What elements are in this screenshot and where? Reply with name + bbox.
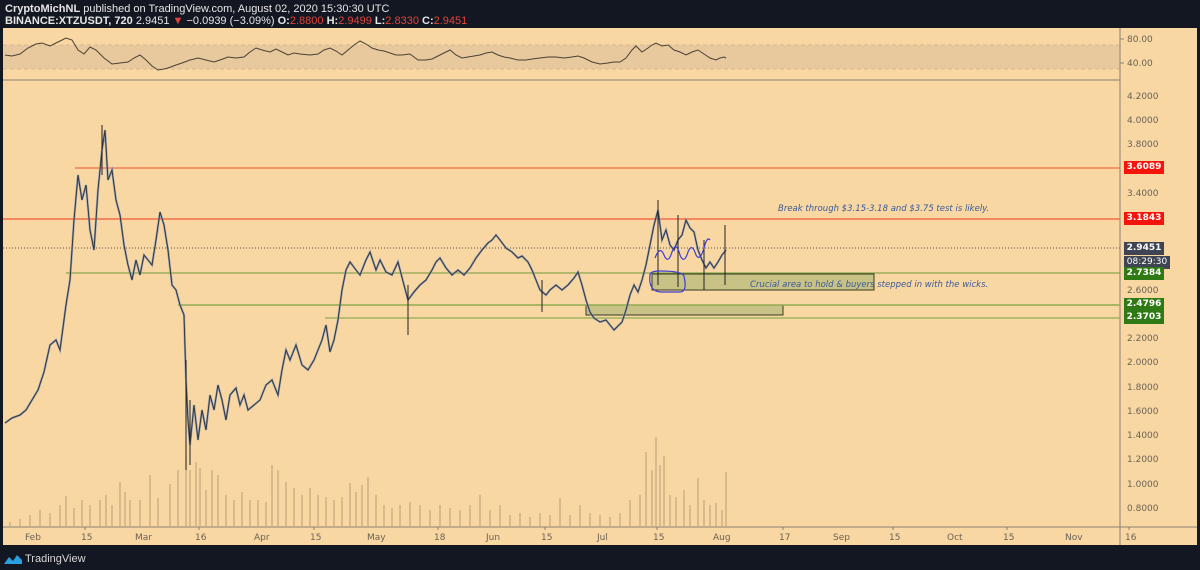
symbol-label[interactable]: BINANCE:XTZUSDT, 720 [5, 15, 133, 27]
annotation-breakout[interactable]: Break through $3.15-3.18 and $3.75 test … [778, 204, 990, 214]
squiggle-marker [654, 238, 711, 260]
rsi-axis: 80.00 40.00 [1120, 35, 1153, 69]
price-axis[interactable]: 4.2000 4.0000 3.8000 3.4000 2.6000 2.200… [1127, 92, 1159, 514]
open-value: 2.8800 [289, 15, 324, 27]
price-tag-r2: 3.1843 [1124, 212, 1164, 225]
svg-text:Feb: Feb [25, 533, 41, 543]
svg-text:3.4000: 3.4000 [1127, 189, 1159, 199]
support-zone-lower[interactable] [585, 304, 784, 316]
svg-text:1.2000: 1.2000 [1127, 455, 1159, 465]
time-ticks [84, 527, 1130, 530]
svg-text:3.8000: 3.8000 [1127, 140, 1159, 150]
svg-text:2.0000: 2.0000 [1127, 358, 1159, 368]
svg-text:Apr: Apr [254, 533, 270, 543]
symbol-info: BINANCE:XTZUSDT, 720 2.9451 ▼ −0.0939 (−… [5, 15, 467, 27]
support-zone-upper[interactable] [651, 273, 875, 291]
svg-text:1.4000: 1.4000 [1127, 431, 1159, 441]
svg-text:15: 15 [1003, 533, 1014, 543]
svg-text:1.6000: 1.6000 [1127, 407, 1159, 417]
svg-text:15: 15 [81, 533, 92, 543]
svg-text:17: 17 [779, 533, 790, 543]
svg-text:Jul: Jul [596, 533, 608, 543]
down-arrow-icon: ▼ [172, 15, 184, 27]
close-value: 2.9451 [433, 15, 468, 27]
price-tag-r1: 3.6089 [1124, 161, 1164, 174]
high-label: H: [326, 15, 339, 27]
rsi-band [3, 45, 1120, 69]
hand-drawn-markers [649, 238, 711, 293]
rsi-pane [3, 37, 1120, 71]
price-change: −0.0939 (−3.09%) [186, 15, 275, 27]
published-text: published on TradingView.com, August 02,… [80, 3, 390, 15]
annotation-support[interactable]: Crucial area to hold & buyers stepped in… [750, 280, 989, 290]
price-tag-s3: 2.3703 [1124, 311, 1164, 324]
svg-text:Nov: Nov [1065, 533, 1083, 543]
candle-countdown: 08:29:30 [1124, 256, 1170, 269]
svg-text:4.0000: 4.0000 [1127, 116, 1159, 126]
close-label: C: [422, 15, 434, 27]
svg-text:16: 16 [1125, 533, 1137, 543]
svg-text:Mar: Mar [135, 533, 152, 543]
author-name[interactable]: CryptoMichNL [5, 3, 81, 15]
circle-marker [649, 270, 686, 293]
price-tag-s1: 2.7384 [1124, 267, 1164, 280]
svg-text:Aug: Aug [713, 533, 731, 543]
svg-text:15: 15 [889, 533, 900, 543]
svg-text:Sep: Sep [833, 533, 850, 543]
svg-text:80.00: 80.00 [1127, 35, 1153, 45]
svg-text:Jun: Jun [485, 533, 500, 543]
svg-text:Oct: Oct [947, 533, 963, 543]
price-tag-s2: 2.4796 [1124, 298, 1164, 311]
svg-text:2.2000: 2.2000 [1127, 334, 1159, 344]
publish-info: CryptoMichNL published on TradingView.co… [5, 3, 389, 15]
high-value: 2.9499 [338, 15, 372, 27]
svg-text:15: 15 [310, 533, 321, 543]
low-value: 2.8330 [385, 15, 419, 27]
svg-text:15: 15 [541, 533, 552, 543]
price-tag-current: 2.9451 [1124, 242, 1164, 255]
svg-text:4.2000: 4.2000 [1127, 92, 1159, 102]
svg-text:1.0000: 1.0000 [1127, 480, 1159, 490]
brand-name: TradingView [25, 553, 86, 565]
chart-frame[interactable] [3, 28, 1197, 545]
svg-text:18: 18 [434, 533, 446, 543]
svg-text:16: 16 [195, 533, 207, 543]
rsi-line [4, 37, 727, 71]
svg-text:40.00: 40.00 [1127, 59, 1153, 69]
low-label: L: [374, 15, 386, 27]
tradingview-logo-icon [4, 555, 22, 564]
open-label: O: [277, 15, 290, 27]
svg-text:2.6000: 2.6000 [1127, 286, 1159, 296]
time-axis[interactable]: Feb 15 Mar 16 Apr 15 May 18 Jun 15 Jul 1… [25, 533, 1137, 543]
svg-text:0.8000: 0.8000 [1127, 504, 1159, 514]
volume-histogram [9, 437, 727, 526]
svg-text:1.8000: 1.8000 [1127, 383, 1159, 393]
tradingview-logo[interactable]: TradingView [4, 553, 86, 565]
svg-text:May: May [367, 533, 386, 543]
last-price: 2.9451 [135, 15, 170, 27]
svg-text:15: 15 [653, 533, 664, 543]
price-candles [4, 125, 727, 470]
